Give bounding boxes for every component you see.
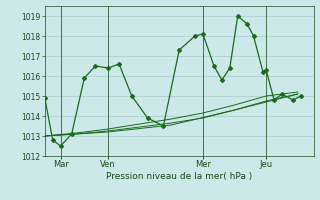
X-axis label: Pression niveau de la mer( hPa ): Pression niveau de la mer( hPa ) [106, 172, 252, 181]
